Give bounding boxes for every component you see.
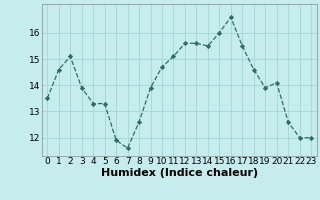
X-axis label: Humidex (Indice chaleur): Humidex (Indice chaleur) (100, 168, 258, 178)
